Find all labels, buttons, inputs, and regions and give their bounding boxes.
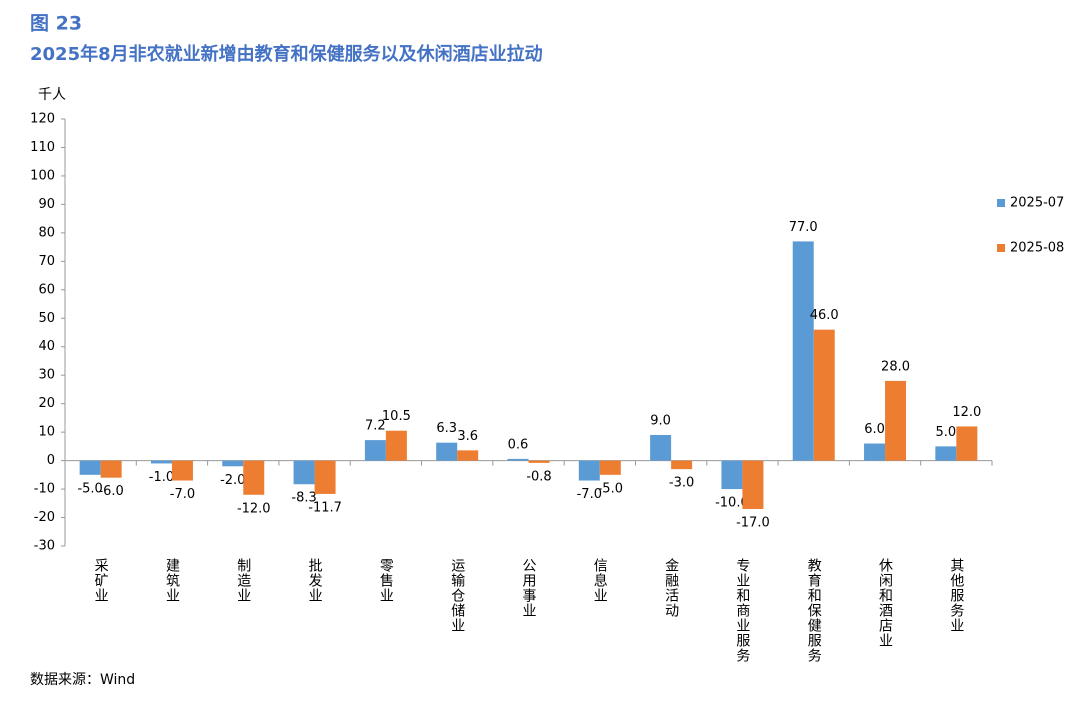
x-tick-label: 制造业 xyxy=(235,558,252,603)
bar xyxy=(385,430,407,461)
data-label: -10.0 xyxy=(715,496,749,511)
x-tick-label: 教育和保健服务 xyxy=(805,558,822,663)
bar xyxy=(935,446,957,461)
bar xyxy=(171,460,193,481)
data-label: 0.6 xyxy=(508,437,529,452)
y-tick-label: 50 xyxy=(38,311,55,326)
bar xyxy=(222,460,244,467)
bar xyxy=(792,241,814,461)
data-label: -7.0 xyxy=(170,487,195,502)
y-tick-label: 120 xyxy=(30,112,55,127)
y-tick-label: -30 xyxy=(34,539,55,554)
data-label: -17.0 xyxy=(736,515,770,530)
x-tick-label: 建筑业 xyxy=(163,558,180,603)
y-tick-label: 40 xyxy=(38,339,55,354)
x-tick-label: 其他服务业 xyxy=(948,558,965,633)
legend-swatch xyxy=(997,244,1005,252)
bar xyxy=(721,460,743,490)
y-tick-label: 110 xyxy=(30,140,55,155)
data-label: -5.0 xyxy=(598,481,623,496)
y-tick-label: 90 xyxy=(38,197,55,212)
data-label: -8.3 xyxy=(291,491,316,506)
y-tick-label: 30 xyxy=(38,368,55,383)
y-tick-label: -20 xyxy=(34,510,55,525)
bar xyxy=(436,442,458,461)
data-label: -6.0 xyxy=(98,484,123,499)
x-tick-label: 专业和商业服务 xyxy=(734,558,751,663)
legend-swatch xyxy=(997,199,1005,207)
x-tick-label: 运输仓储业 xyxy=(449,558,466,633)
y-tick-label: 100 xyxy=(30,168,55,183)
data-label: 3.6 xyxy=(457,429,478,444)
chart-subtitle: 2025年8月非农就业新增由教育和保健服务以及休闲酒店业拉动 xyxy=(30,43,543,65)
data-label: 6.3 xyxy=(436,421,457,436)
x-tick-label: 信息业 xyxy=(591,558,608,603)
data-label: -5.0 xyxy=(77,481,102,496)
bar xyxy=(314,460,336,494)
bar xyxy=(364,440,386,461)
bar xyxy=(742,460,764,509)
bar xyxy=(457,450,479,461)
bar xyxy=(243,460,265,495)
bar xyxy=(956,426,978,461)
y-tick-label: 0 xyxy=(47,453,55,468)
y-tick-label: -10 xyxy=(34,482,55,497)
data-label: 28.0 xyxy=(881,359,910,374)
data-label: -1.0 xyxy=(149,470,174,485)
bar xyxy=(293,460,315,485)
bar xyxy=(671,460,693,470)
legend-label: 2025-08 xyxy=(1010,241,1064,256)
y-tick-label: 80 xyxy=(38,225,55,240)
y-axis-label: 千人 xyxy=(38,87,66,103)
bar xyxy=(650,434,672,461)
data-label: 5.0 xyxy=(936,425,957,440)
data-label: -3.0 xyxy=(669,476,694,491)
x-tick-label: 批发业 xyxy=(306,558,323,603)
x-tick-label: 采矿业 xyxy=(92,558,109,603)
bar xyxy=(578,460,600,481)
data-label: -12.0 xyxy=(237,501,271,516)
x-tick-label: 零售业 xyxy=(377,558,394,603)
bar xyxy=(150,460,172,464)
bar xyxy=(528,460,550,463)
data-label: 77.0 xyxy=(789,220,818,235)
data-label: 10.5 xyxy=(382,409,411,424)
bar xyxy=(864,443,886,461)
bar xyxy=(100,460,122,478)
bar xyxy=(507,458,529,461)
chart-title: 图 23 xyxy=(30,13,82,35)
x-tick-label: 公用事业 xyxy=(520,558,537,618)
bar xyxy=(79,460,101,475)
data-label: 9.0 xyxy=(650,413,671,428)
x-tick-label: 休闲和酒店业 xyxy=(877,558,894,648)
legend-label: 2025-07 xyxy=(1010,196,1064,211)
bar xyxy=(599,460,621,475)
data-label: 12.0 xyxy=(952,405,981,420)
y-tick-label: 70 xyxy=(38,254,55,269)
x-tick-label: 金融活动 xyxy=(663,558,680,618)
data-label: -0.8 xyxy=(526,469,551,484)
source-note: 数据来源：Wind xyxy=(30,672,135,688)
data-label: -11.7 xyxy=(308,500,342,515)
y-tick-label: 20 xyxy=(38,396,55,411)
data-label: 46.0 xyxy=(810,308,839,323)
bar xyxy=(885,380,907,461)
data-label: 6.0 xyxy=(864,422,885,437)
data-label: 7.2 xyxy=(365,419,386,434)
data-label: -2.0 xyxy=(220,473,245,488)
bar xyxy=(813,329,835,461)
y-tick-label: 10 xyxy=(38,425,55,440)
data-label: -7.0 xyxy=(577,487,602,502)
y-tick-label: 60 xyxy=(38,282,55,297)
